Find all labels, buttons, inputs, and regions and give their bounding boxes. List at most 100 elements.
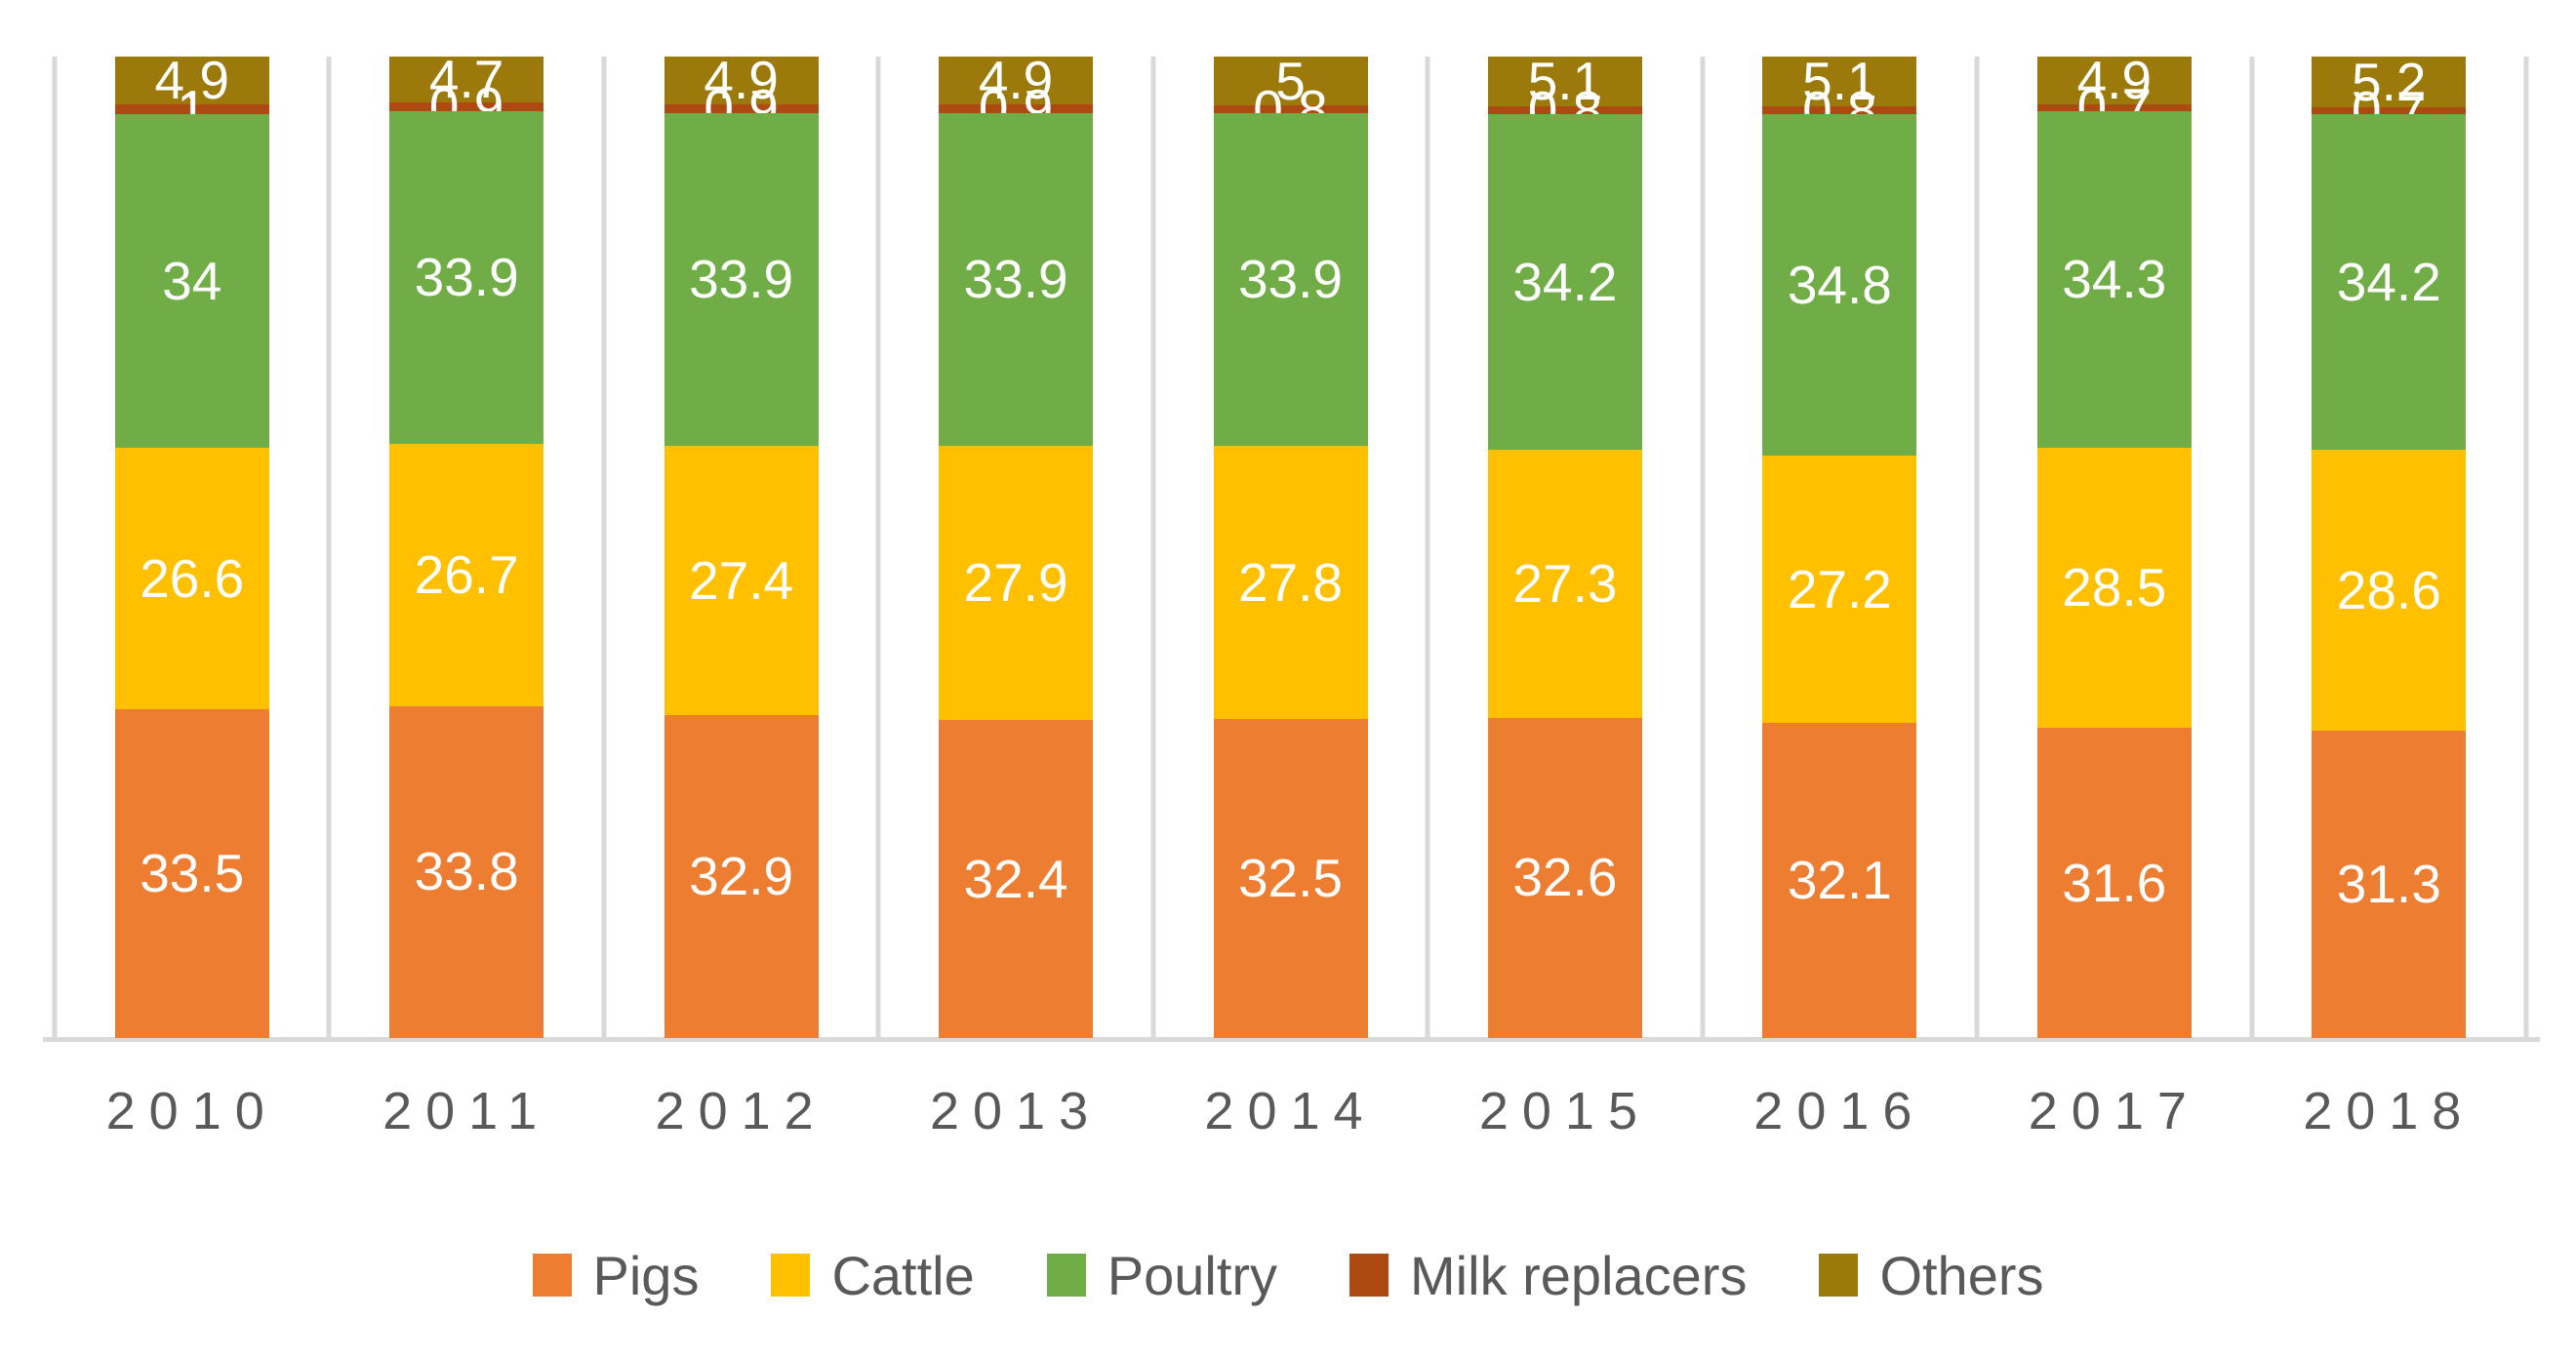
legend-item-poultry: Poultry	[1046, 1244, 1278, 1307]
legend-item-cattle: Cattle	[771, 1244, 975, 1307]
category-gridline	[1700, 57, 1706, 1038]
data-label-pigs-2011: 33.8	[414, 841, 519, 902]
data-label-others-2014: 5	[1275, 50, 1306, 111]
legend-marker-milk-replacers	[1349, 1254, 1389, 1297]
segment-milk-replacers-2017: 0.7	[2036, 81, 2192, 135]
segment-pigs-2014: 32.5	[1213, 719, 1368, 1038]
segment-milk-replacers-2013: 0.9	[939, 82, 1094, 136]
data-label-poultry-2017: 34.3	[2062, 249, 2167, 310]
x-tick-2010: 2010	[105, 1082, 278, 1140]
data-label-poultry-2012: 33.9	[689, 249, 794, 310]
segment-poultry-2015: 34.2	[1487, 114, 1642, 451]
data-label-poultry-2014: 33.9	[1237, 249, 1344, 310]
segment-pigs-2015: 32.6	[1487, 718, 1642, 1038]
category-gridline	[2523, 57, 2529, 1038]
segment-others-2017: 4.9	[2036, 50, 2192, 111]
category-gridline	[1425, 57, 1430, 1038]
data-label-others-2016: 5.1	[1802, 51, 1877, 112]
data-label-cattle-2018: 28.6	[2336, 559, 2441, 620]
segment-pigs-2017: 31.6	[2036, 728, 2192, 1038]
plot-area: 4.9 1 34 26.6 33.5 4.7 0.9 33.9 26.7 33.8 4.9 0.9 33…	[43, 50, 2540, 1042]
legend-item-others: Others	[1819, 1244, 2044, 1307]
category-gridline	[1974, 57, 1980, 1038]
category-gridline	[601, 57, 607, 1038]
segment-others-2014: 5	[1213, 50, 1368, 111]
segment-cattle-2017: 28.5	[2036, 448, 2192, 729]
legend-marker-poultry	[1046, 1254, 1086, 1297]
data-label-pigs-2012: 32.9	[689, 845, 794, 906]
legend-label-cattle: Cattle	[831, 1244, 975, 1306]
data-label-poultry-2013: 33.9	[963, 249, 1068, 310]
data-label-others-2012: 4.9	[704, 50, 779, 111]
legend-marker-pigs	[532, 1254, 572, 1297]
data-label-pigs-2018: 31.3	[2336, 854, 2441, 915]
data-label-others-2011: 4.7	[428, 49, 504, 110]
segment-poultry-2010: 34	[114, 114, 269, 449]
data-label-others-2017: 4.9	[2076, 50, 2153, 111]
segment-cattle-2018: 28.6	[2312, 450, 2467, 732]
data-label-others-2015: 5.1	[1527, 51, 1603, 112]
segment-pigs-2013: 32.4	[939, 720, 1094, 1038]
data-label-others-2013: 4.9	[978, 50, 1054, 111]
bar-2015: 5.1 0.8 34.2 27.3 32.6	[1487, 51, 1642, 1038]
segment-milk-replacers-2010: 1	[114, 82, 269, 136]
segment-cattle-2014: 27.8	[1213, 446, 1368, 720]
category-gridline	[875, 57, 881, 1038]
data-label-poultry-2016: 34.8	[1787, 254, 1892, 315]
segment-milk-replacers-2016: 0.8	[1762, 83, 1917, 137]
segment-cattle-2016: 27.2	[1762, 456, 1917, 724]
segment-others-2011: 4.7	[389, 53, 544, 106]
segment-milk-replacers-2011: 0.9	[389, 80, 544, 134]
data-label-poultry-2010: 34	[162, 250, 222, 311]
segment-pigs-2016: 32.1	[1762, 723, 1917, 1038]
segment-milk-replacers-2012: 0.9	[664, 82, 819, 136]
segment-others-2013: 4.9	[939, 50, 1094, 111]
segment-poultry-2017: 34.3	[2036, 111, 2192, 449]
segment-milk-replacers-2018: 0.7	[2312, 84, 2467, 138]
data-label-cattle-2011: 26.7	[414, 544, 519, 606]
legend-label-milk-replacers: Milk replacers	[1410, 1244, 1748, 1306]
data-label-pigs-2013: 32.4	[963, 848, 1068, 909]
category-gridline	[2249, 57, 2255, 1038]
data-label-poultry-2011: 33.9	[414, 247, 519, 308]
segment-poultry-2013: 33.9	[939, 113, 1094, 447]
segment-cattle-2010: 26.6	[114, 448, 269, 709]
segment-cattle-2012: 27.4	[664, 446, 819, 715]
data-label-pigs-2016: 32.1	[1787, 850, 1892, 910]
data-label-poultry-2015: 34.2	[1512, 251, 1618, 312]
data-label-pigs-2010: 33.5	[140, 842, 245, 903]
legend: Pigs Cattle Poultry Milk replacers Others	[0, 1231, 2576, 1319]
data-label-pigs-2015: 32.6	[1512, 847, 1618, 908]
data-label-cattle-2017: 28.5	[2062, 557, 2167, 619]
segment-milk-replacers-2015: 0.8	[1487, 83, 1642, 137]
bar-2016: 5.1 0.8 34.8 27.2 32.1	[1762, 51, 1917, 1038]
data-label-others-2018: 5.2	[2352, 51, 2427, 112]
legend-label-pigs: Pigs	[592, 1244, 700, 1306]
segment-pigs-2010: 33.5	[114, 708, 269, 1038]
segment-poultry-2011: 33.9	[389, 111, 544, 445]
segment-milk-replacers-2014: 0.8	[1213, 82, 1368, 136]
legend-item-milk-replacers: Milk replacers	[1349, 1244, 1747, 1307]
x-axis-line	[43, 1037, 2540, 1042]
bar-2014: 5 0.8 33.9 27.8 32.5	[1213, 50, 1368, 1038]
data-label-pigs-2014: 32.5	[1237, 848, 1344, 908]
legend-marker-cattle	[771, 1254, 811, 1297]
segment-cattle-2015: 27.3	[1487, 450, 1642, 719]
x-tick-2018: 2018	[2303, 1082, 2475, 1140]
x-tick-2016: 2016	[1753, 1082, 1926, 1140]
bar-2017: 4.9 0.7 34.3 28.5 31.6	[2036, 50, 2192, 1038]
category-gridline	[1150, 57, 1156, 1038]
bar-2013: 4.9 0.9 33.9 27.9 32.4	[939, 50, 1094, 1038]
x-tick-2015: 2015	[1478, 1082, 1652, 1140]
legend-item-pigs: Pigs	[532, 1244, 700, 1307]
legend-label-others: Others	[1879, 1244, 2044, 1306]
category-gridline	[52, 57, 58, 1038]
x-axis-tick-labels: 2010 2011 2012 2013 2014 2015 2016 2017 2018	[55, 1081, 2526, 1149]
data-label-poultry-2018: 34.2	[2336, 251, 2441, 312]
legend-label-poultry: Poultry	[1107, 1244, 1278, 1306]
segment-poultry-2012: 33.9	[664, 113, 819, 447]
segment-others-2010: 4.9	[114, 54, 269, 107]
data-label-pigs-2017: 31.6	[2062, 852, 2167, 913]
bar-2018: 5.2 0.7 34.2 28.6 31.3	[2312, 51, 2467, 1038]
